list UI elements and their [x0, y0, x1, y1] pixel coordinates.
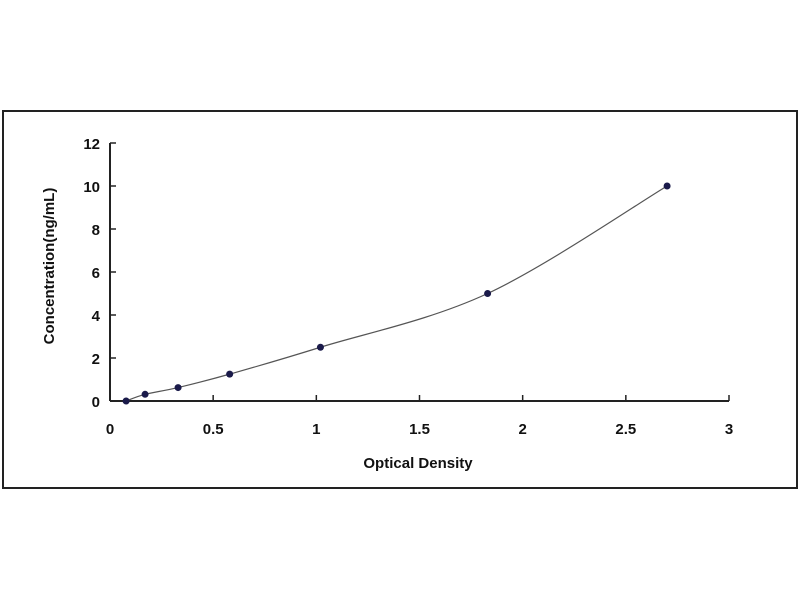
x-tick-label: 1.5 [409, 421, 430, 438]
data-point [122, 397, 130, 405]
data-point [174, 384, 182, 392]
x-tick-label: 2 [518, 421, 526, 438]
x-tick-label: 1 [312, 421, 320, 438]
y-tick-label: 2 [92, 351, 100, 368]
data-point [484, 290, 492, 297]
x-tick-label: 0 [106, 421, 114, 438]
x-tick-label: 2.5 [615, 421, 636, 438]
y-tick-label: 6 [92, 265, 100, 282]
y-tick-label: 8 [92, 222, 100, 239]
y-axis-label: Concentration(ng/mL) [41, 188, 58, 345]
y-tick-label: 4 [92, 308, 101, 325]
x-tick-label: 0.5 [203, 421, 224, 438]
y-tick-label: 10 [83, 179, 100, 196]
data-point [141, 390, 149, 398]
data-point [663, 182, 671, 190]
data-point [226, 370, 234, 378]
chart-frame [2, 110, 798, 489]
x-tick-label: 3 [725, 421, 733, 438]
y-tick-label: 12 [83, 136, 100, 153]
fit-curve [125, 185, 668, 402]
y-tick-label: 0 [92, 394, 100, 411]
data-point [316, 343, 324, 351]
x-axis-label: Optical Density [363, 455, 473, 472]
